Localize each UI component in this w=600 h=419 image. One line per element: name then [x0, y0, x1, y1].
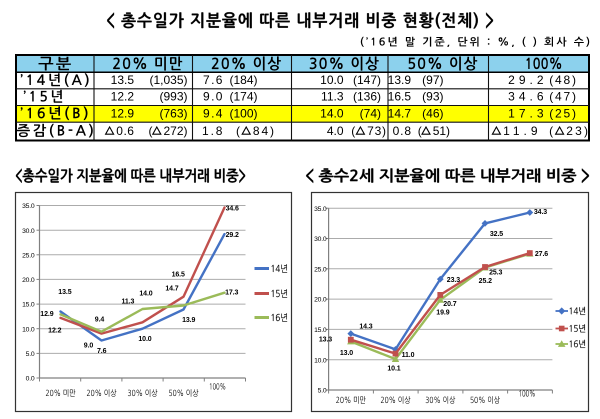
- svg-text:(993): (993): [159, 90, 187, 104]
- svg-text:25.3: 25.3: [489, 270, 502, 277]
- svg-text:13.9: 13.9: [388, 73, 412, 87]
- svg-text:10.0: 10.0: [22, 326, 35, 333]
- svg-text:(25): (25): [549, 106, 578, 120]
- svg-text:12.9: 12.9: [111, 106, 135, 120]
- svg-text:51): 51): [433, 124, 450, 138]
- svg-text:20.0: 20.0: [22, 277, 35, 284]
- svg-text:29.2: 29.2: [508, 73, 547, 87]
- svg-text:19.9: 19.9: [436, 310, 449, 317]
- svg-text:13.5: 13.5: [111, 73, 135, 87]
- svg-text:27.6: 27.6: [535, 251, 548, 258]
- svg-text:9.4: 9.4: [95, 317, 105, 324]
- svg-text:25.0: 25.0: [314, 266, 327, 273]
- svg-text:35.0: 35.0: [314, 206, 327, 213]
- svg-text:10.1: 10.1: [387, 366, 400, 373]
- svg-text:14.7: 14.7: [388, 106, 412, 120]
- svg-text:(136): (136): [353, 90, 381, 104]
- svg-text:12.2: 12.2: [111, 90, 135, 104]
- svg-text:23.3: 23.3: [447, 277, 460, 284]
- svg-text:(46): (46): [422, 106, 443, 120]
- svg-text:5.0: 5.0: [26, 351, 35, 358]
- svg-text:(47): (47): [549, 90, 578, 104]
- svg-text:34.6: 34.6: [508, 90, 547, 104]
- svg-text:34.6: 34.6: [226, 206, 239, 213]
- svg-text:13.0: 13.0: [340, 350, 353, 357]
- svg-text:9.0: 9.0: [84, 343, 94, 350]
- svg-text:12.9: 12.9: [40, 311, 53, 318]
- svg-text:14.3: 14.3: [359, 324, 372, 331]
- svg-text:7.6: 7.6: [203, 73, 224, 87]
- svg-text:(: (: [149, 124, 153, 138]
- svg-text:13.3: 13.3: [319, 337, 332, 344]
- svg-text:12.2: 12.2: [48, 328, 61, 335]
- svg-text:10.0: 10.0: [314, 357, 327, 364]
- svg-text:(: (: [351, 124, 356, 138]
- svg-text:14.0: 14.0: [320, 106, 344, 120]
- svg-text:35.0: 35.0: [22, 203, 35, 210]
- svg-text:84): 84): [253, 124, 276, 138]
- svg-text:11.3: 11.3: [321, 90, 344, 104]
- svg-text:20.0: 20.0: [314, 297, 327, 304]
- svg-text:(74): (74): [360, 106, 381, 120]
- svg-text:1.8: 1.8: [202, 124, 224, 138]
- svg-text:272): 272): [164, 124, 188, 138]
- svg-text:14.7: 14.7: [165, 286, 178, 293]
- svg-text:0.6: 0.6: [116, 124, 134, 138]
- svg-text:14.0: 14.0: [139, 291, 152, 298]
- svg-text:(100): (100): [230, 106, 258, 120]
- svg-text:15.0: 15.0: [22, 302, 35, 309]
- svg-text:34.3: 34.3: [534, 209, 547, 216]
- svg-text:16.5: 16.5: [172, 271, 185, 278]
- svg-text:(97): (97): [422, 73, 443, 87]
- svg-text:(147): (147): [353, 73, 381, 87]
- svg-text:9.4: 9.4: [203, 106, 224, 120]
- svg-text:16.5: 16.5: [388, 90, 412, 104]
- svg-text:7.6: 7.6: [97, 348, 107, 355]
- svg-text:(: (: [236, 124, 242, 138]
- svg-text:(1,035): (1,035): [149, 73, 187, 87]
- svg-text:9.0: 9.0: [203, 90, 224, 104]
- svg-text:10.0: 10.0: [320, 73, 344, 87]
- svg-text:30.0: 30.0: [314, 236, 327, 243]
- svg-text:10.0: 10.0: [138, 336, 151, 343]
- svg-text:15.0: 15.0: [314, 327, 327, 334]
- svg-text:29.2: 29.2: [226, 232, 239, 239]
- svg-text:20.7: 20.7: [443, 301, 456, 308]
- svg-text:(184): (184): [230, 73, 258, 87]
- svg-text:23): 23): [566, 124, 590, 138]
- svg-text:(93): (93): [422, 90, 443, 104]
- svg-text:5.0: 5.0: [318, 388, 327, 395]
- svg-text:13.9: 13.9: [182, 317, 195, 324]
- svg-text:(: (: [418, 124, 422, 138]
- svg-text:25.2: 25.2: [479, 278, 492, 285]
- svg-text:4.0: 4.0: [327, 124, 344, 138]
- svg-text:25.0: 25.0: [22, 252, 35, 259]
- svg-text:(48): (48): [549, 73, 578, 87]
- svg-text:73): 73): [367, 124, 387, 138]
- svg-text:17.3: 17.3: [508, 106, 547, 120]
- svg-text:(: (: [549, 124, 555, 138]
- svg-text:11.9: 11.9: [503, 124, 541, 138]
- svg-text:(174): (174): [230, 90, 258, 104]
- svg-text:0.0: 0.0: [26, 376, 35, 383]
- svg-text:32.5: 32.5: [490, 231, 503, 238]
- svg-text:17.3: 17.3: [225, 290, 238, 297]
- svg-text:11.3: 11.3: [121, 299, 134, 306]
- svg-text:0.8: 0.8: [393, 124, 412, 138]
- svg-text:(763): (763): [159, 106, 187, 120]
- svg-text:30.0: 30.0: [22, 228, 35, 235]
- svg-text:11.0: 11.0: [402, 352, 415, 359]
- svg-text:13.5: 13.5: [58, 289, 71, 296]
